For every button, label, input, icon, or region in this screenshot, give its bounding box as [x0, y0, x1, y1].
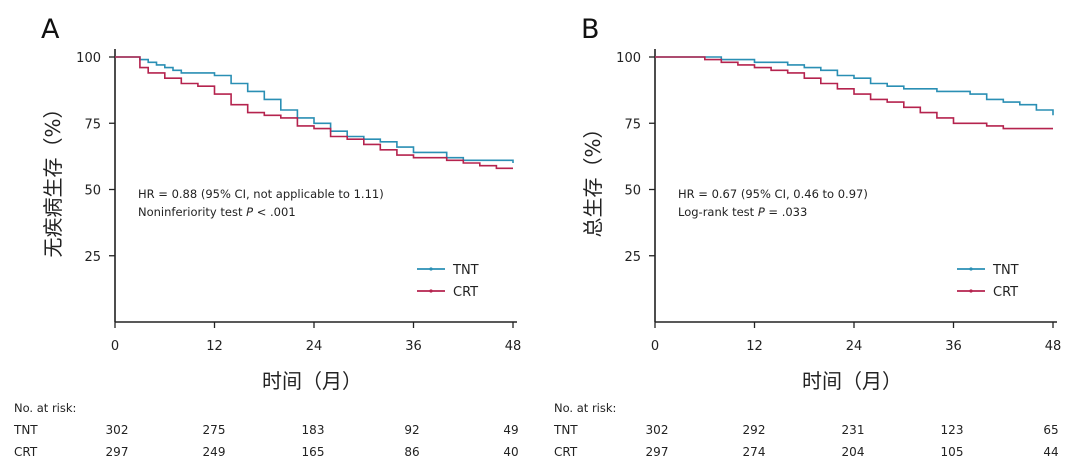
p-symbol: P	[758, 205, 765, 219]
risk-count: 302	[106, 423, 129, 437]
series-line-tnt	[655, 56, 1054, 116]
panel-label: B	[581, 14, 600, 45]
x-tick-label: 24	[306, 339, 323, 354]
risk-count: 165	[302, 445, 325, 459]
y-tick-label: 100	[616, 51, 641, 66]
risk-count: 297	[106, 445, 129, 459]
x-tick-label: 12	[746, 339, 763, 354]
test-annotation-suffix: = .033	[765, 205, 808, 219]
risk-count: 292	[743, 423, 766, 437]
risk-count: 249	[203, 445, 226, 459]
panel-a: A 25 50 75 100 0 12 24 36 48 时间（月） 无疾病生存（%） HR = 0.8…	[13, 14, 522, 459]
test-annotation: Noninferiority test P < .001	[138, 205, 296, 219]
km-chart-os: B 25 50 75 100 0 12 24 36 48 时间（月） 总生存（%） HR = 0.67 …	[553, 14, 1062, 459]
panel-b: B 25 50 75 100 0 12 24 36 48 时间（月） 总生存（%） HR = 0.67 …	[540, 0, 1080, 472]
risk-count: 183	[302, 423, 325, 437]
y-tick-label: 50	[624, 184, 641, 199]
risk-count: 302	[646, 423, 669, 437]
risk-count: 40	[503, 445, 518, 459]
risk-table-header: No. at risk:	[554, 401, 616, 415]
series-line-crt	[115, 56, 513, 170]
risk-count: 65	[1043, 423, 1058, 437]
y-tick-label: 75	[84, 117, 101, 132]
y-tick-label: 25	[84, 250, 101, 265]
y-tick-label: 75	[624, 117, 641, 132]
risk-count: 297	[646, 445, 669, 459]
risk-row-label: CRT	[14, 445, 38, 459]
x-axis-title: 时间（月）	[262, 369, 362, 393]
x-tick-label: 12	[206, 339, 223, 354]
x-tick-label: 0	[651, 339, 659, 354]
x-tick-label: 48	[505, 339, 522, 354]
test-annotation-suffix: < .001	[253, 205, 296, 219]
x-tick-label: 48	[1045, 339, 1062, 354]
hr-annotation: HR = 0.67 (95% CI, 0.46 to 0.97)	[678, 187, 868, 201]
risk-count: 204	[842, 445, 865, 459]
x-tick-label: 36	[945, 339, 962, 354]
y-tick-label: 25	[624, 250, 641, 265]
panel-label: A	[41, 14, 60, 45]
y-axis-title: 无疾病生存（%）	[41, 98, 65, 257]
legend-marker	[969, 267, 973, 271]
p-symbol: P	[246, 205, 253, 219]
x-tick-label: 0	[111, 339, 119, 354]
risk-count: 105	[941, 445, 964, 459]
legend-label-crt: CRT	[453, 285, 478, 300]
risk-count: 275	[203, 423, 226, 437]
legend-label-tnt: TNT	[452, 263, 479, 278]
risk-count: 92	[404, 423, 419, 437]
series-line-crt	[655, 56, 1053, 130]
risk-row-label: TNT	[553, 423, 578, 437]
hr-annotation: HR = 0.88 (95% CI, not applicable to 1.1…	[138, 187, 384, 201]
risk-table-header: No. at risk:	[14, 401, 76, 415]
x-tick-label: 24	[846, 339, 863, 354]
risk-count: 231	[842, 423, 865, 437]
risk-count: 274	[743, 445, 766, 459]
km-chart-dfs: A 25 50 75 100 0 12 24 36 48 时间（月） 无疾病生存（%） HR = 0.8…	[13, 14, 522, 459]
legend-label-crt: CRT	[993, 285, 1018, 300]
y-axis-title: 总生存（%）	[581, 118, 605, 237]
y-tick-label: 100	[76, 51, 101, 66]
test-annotation: Log-rank test P = .033	[678, 205, 807, 219]
risk-count: 123	[941, 423, 964, 437]
series-line-tnt	[115, 56, 514, 163]
risk-count: 86	[404, 445, 419, 459]
risk-count: 49	[503, 423, 518, 437]
legend-marker	[429, 267, 433, 271]
y-tick-label: 50	[84, 184, 101, 199]
risk-row-label: TNT	[13, 423, 38, 437]
legend-marker	[429, 289, 433, 293]
legend-marker	[969, 289, 973, 293]
risk-row-label: CRT	[554, 445, 578, 459]
test-annotation-prefix: Log-rank test	[678, 205, 758, 219]
x-tick-label: 36	[405, 339, 422, 354]
risk-count: 44	[1043, 445, 1058, 459]
test-annotation-prefix: Noninferiority test	[138, 205, 246, 219]
x-axis-title: 时间（月）	[802, 369, 902, 393]
legend-label-tnt: TNT	[992, 263, 1019, 278]
